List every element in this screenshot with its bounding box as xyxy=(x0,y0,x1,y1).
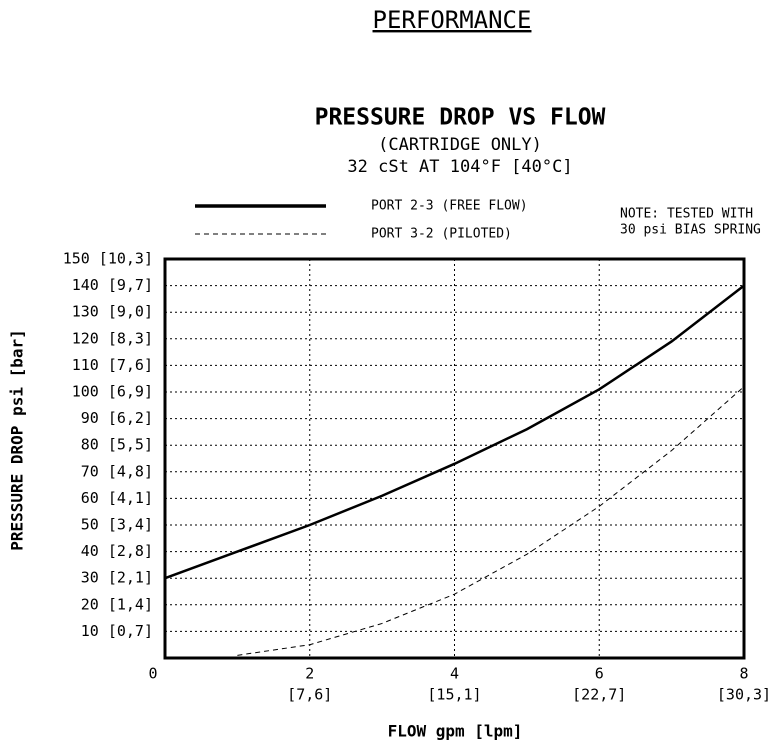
y-tick-label: 60 [4,1] xyxy=(81,489,153,507)
note: NOTE: TESTED WITH xyxy=(620,207,753,222)
x-tick-label-secondary: [15,1] xyxy=(427,686,481,704)
y-tick-label: 40 [2,8] xyxy=(81,542,153,560)
y-tick-label: 80 [5,5] xyxy=(81,436,153,454)
y-tick-label: 70 [4,8] xyxy=(81,462,153,480)
x-tick-label-secondary: [22,7] xyxy=(572,686,626,704)
y-tick-label: 110 [7,6] xyxy=(72,356,153,374)
y-tick-label: 100 [6,9] xyxy=(72,383,153,401)
legend-label: PORT 3-2 (PILOTED) xyxy=(371,227,512,242)
y-tick-label: 50 [3,4] xyxy=(81,516,153,534)
chart-subtitle: 32 cSt AT 104°F [40°C] xyxy=(347,157,572,177)
x-tick-label: 0 xyxy=(148,665,157,683)
x-axis-label: FLOW gpm [lpm] xyxy=(388,722,523,741)
data-line xyxy=(164,284,745,580)
y-axis-label: PRESSURE DROP psi [bar] xyxy=(8,329,27,551)
x-tick-label: 8 xyxy=(739,665,748,683)
y-tick-label: 90 [6,2] xyxy=(81,409,153,427)
page-header: PERFORMANCE xyxy=(373,6,532,34)
data-line xyxy=(237,386,745,656)
y-tick-label: 150 [10,3] xyxy=(63,250,153,268)
plot-frame xyxy=(163,257,746,660)
x-tick-label: 2 xyxy=(305,665,314,683)
y-tick-label: 140 [9,7] xyxy=(72,276,153,294)
x-tick-label: 4 xyxy=(450,665,459,683)
y-tick-label: 130 [9,0] xyxy=(72,303,153,321)
y-tick-label: 20 [1,4] xyxy=(81,595,153,613)
y-tick-label: 30 [2,1] xyxy=(81,569,153,587)
note: 30 psi BIAS SPRING xyxy=(620,223,761,238)
x-tick-label-secondary: [7,6] xyxy=(287,686,332,704)
y-tick-label: 10 [0,7] xyxy=(81,622,153,640)
y-tick-label: 120 [8,3] xyxy=(72,329,153,347)
chart-subtitle: (CARTRIDGE ONLY) xyxy=(378,135,542,155)
x-tick-label-secondary: [30,3] xyxy=(717,686,771,704)
chart-title: PRESSURE DROP VS FLOW xyxy=(315,105,606,131)
legend-label: PORT 2-3 (FREE FLOW) xyxy=(371,199,528,214)
x-tick-label: 6 xyxy=(595,665,604,683)
